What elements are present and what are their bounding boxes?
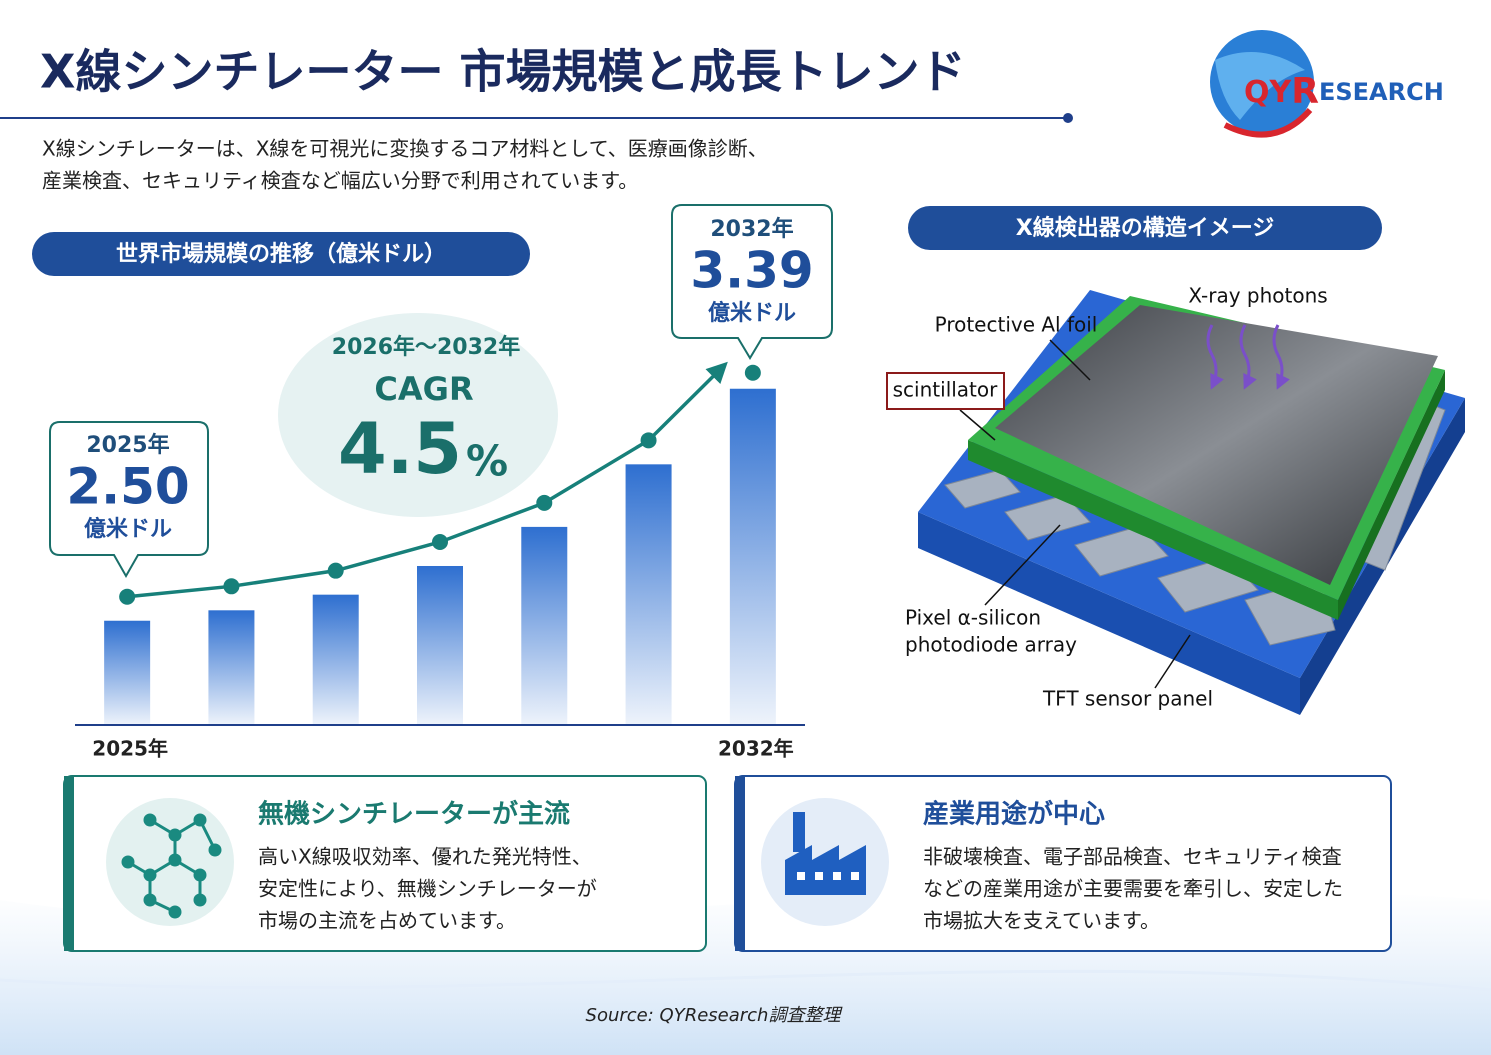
card-text: 安定性により、無機シンチレーターが xyxy=(258,877,597,901)
trend-dot xyxy=(640,432,657,449)
card-text: 市場拡大を支えています。 xyxy=(923,909,1160,933)
pixel xyxy=(944,469,1021,509)
photon-arrow xyxy=(1272,324,1290,390)
molecule-icon xyxy=(121,813,222,919)
bar xyxy=(417,565,463,725)
cagr-period: 2026年～2032年 xyxy=(332,334,520,360)
factory-icon xyxy=(785,812,866,895)
diagram-title: X線検出器の構造イメージ xyxy=(1016,215,1275,241)
leader-line xyxy=(984,524,1061,606)
card-text: などの産業用途が主要需要を牽引し、安定した xyxy=(923,877,1343,901)
scintillator-side xyxy=(968,440,1338,620)
diagram-label: X-ray photons xyxy=(1188,284,1327,308)
scintillator-box xyxy=(886,372,1005,410)
callout-unit: 億米ドル xyxy=(708,300,796,326)
callout-box xyxy=(671,204,833,360)
card-title: 無機シンチレーターが主流 xyxy=(258,799,570,830)
scintillator-side xyxy=(1338,370,1445,620)
leader-line xyxy=(1049,339,1091,381)
diagram-label: TFT sensor panel xyxy=(1042,687,1213,711)
logo-part: ESEARCH xyxy=(1319,78,1444,106)
diagram-label: Pixel α-silicon xyxy=(905,606,1041,630)
card-text: 高いX線吸収効率、優れた発光特性、 xyxy=(258,845,592,869)
pixel xyxy=(1074,525,1169,577)
callout-value: 3.39 xyxy=(690,242,813,300)
photon-arrow xyxy=(1239,324,1257,390)
cagr-value: 4.5 xyxy=(338,408,462,490)
x-tick-label: 2032年 xyxy=(718,737,794,761)
x-tick-label: 2025年 xyxy=(92,737,168,761)
tft-side xyxy=(918,512,1300,715)
cagr-unit: % xyxy=(466,437,508,486)
description: 産業検査、セキュリティ検査など幅広い分野で利用されています。 xyxy=(42,169,638,193)
logo: QYRESEARCH xyxy=(1244,71,1444,112)
bar xyxy=(729,388,776,725)
diagram-title-pill xyxy=(908,206,1382,250)
diagram-label: photodiode array xyxy=(905,633,1077,657)
callout-unit: 億米ドル xyxy=(84,516,172,542)
card-edge xyxy=(64,776,74,951)
bar xyxy=(521,526,568,725)
cagr-bubble xyxy=(278,313,558,517)
al-foil xyxy=(995,305,1438,585)
bar xyxy=(208,610,255,725)
logo-part: R xyxy=(1291,71,1319,112)
detector-diagram xyxy=(918,290,1465,715)
page-title: X線シンチレーター 市場規模と成長トレンド xyxy=(40,45,965,99)
description: X線シンチレーターは、X線を可視光に変換するコア材料として、医療画像診断、 xyxy=(42,137,768,161)
factory-windows xyxy=(797,872,859,880)
trend-dot xyxy=(327,562,344,579)
cagr-label: CAGR xyxy=(374,370,473,408)
callout-year: 2032年 xyxy=(710,216,793,242)
chart-title: 世界市場規模の推移（億米ドル） xyxy=(116,241,446,267)
card-title: 産業用途が中心 xyxy=(923,799,1105,830)
callout-box xyxy=(49,421,209,579)
pixel xyxy=(1004,494,1091,541)
card-text: 非破壊検査、電子部品検査、セキュリティ検査 xyxy=(923,845,1342,869)
card-text: 市場の主流を占めています。 xyxy=(258,909,516,933)
chart-title-pill xyxy=(32,232,530,276)
diagram-label: scintillator xyxy=(893,378,998,402)
source: Source: QYResearch調査整理 xyxy=(586,1005,844,1026)
logo-swoosh xyxy=(1223,107,1313,138)
trend-dot xyxy=(432,533,448,550)
bar xyxy=(104,620,151,725)
callout-value: 2.50 xyxy=(66,458,189,516)
photon-arrow xyxy=(1206,324,1224,390)
logo-part: QY xyxy=(1244,75,1293,110)
bar xyxy=(312,594,359,725)
logo-globe xyxy=(1215,52,1305,120)
trend-dot xyxy=(119,588,136,605)
bar xyxy=(625,464,672,725)
callout-year: 2025年 xyxy=(86,432,169,458)
leader-line xyxy=(959,409,996,441)
background-wave xyxy=(0,969,1491,992)
leader-line xyxy=(1154,634,1191,689)
diagram-label: Protective Al foil xyxy=(935,313,1098,337)
trend-dot xyxy=(536,494,553,511)
title-rule-dot xyxy=(1063,113,1073,123)
card-edge xyxy=(735,776,745,951)
trend-dot xyxy=(223,578,240,595)
trend-dot xyxy=(744,364,761,381)
